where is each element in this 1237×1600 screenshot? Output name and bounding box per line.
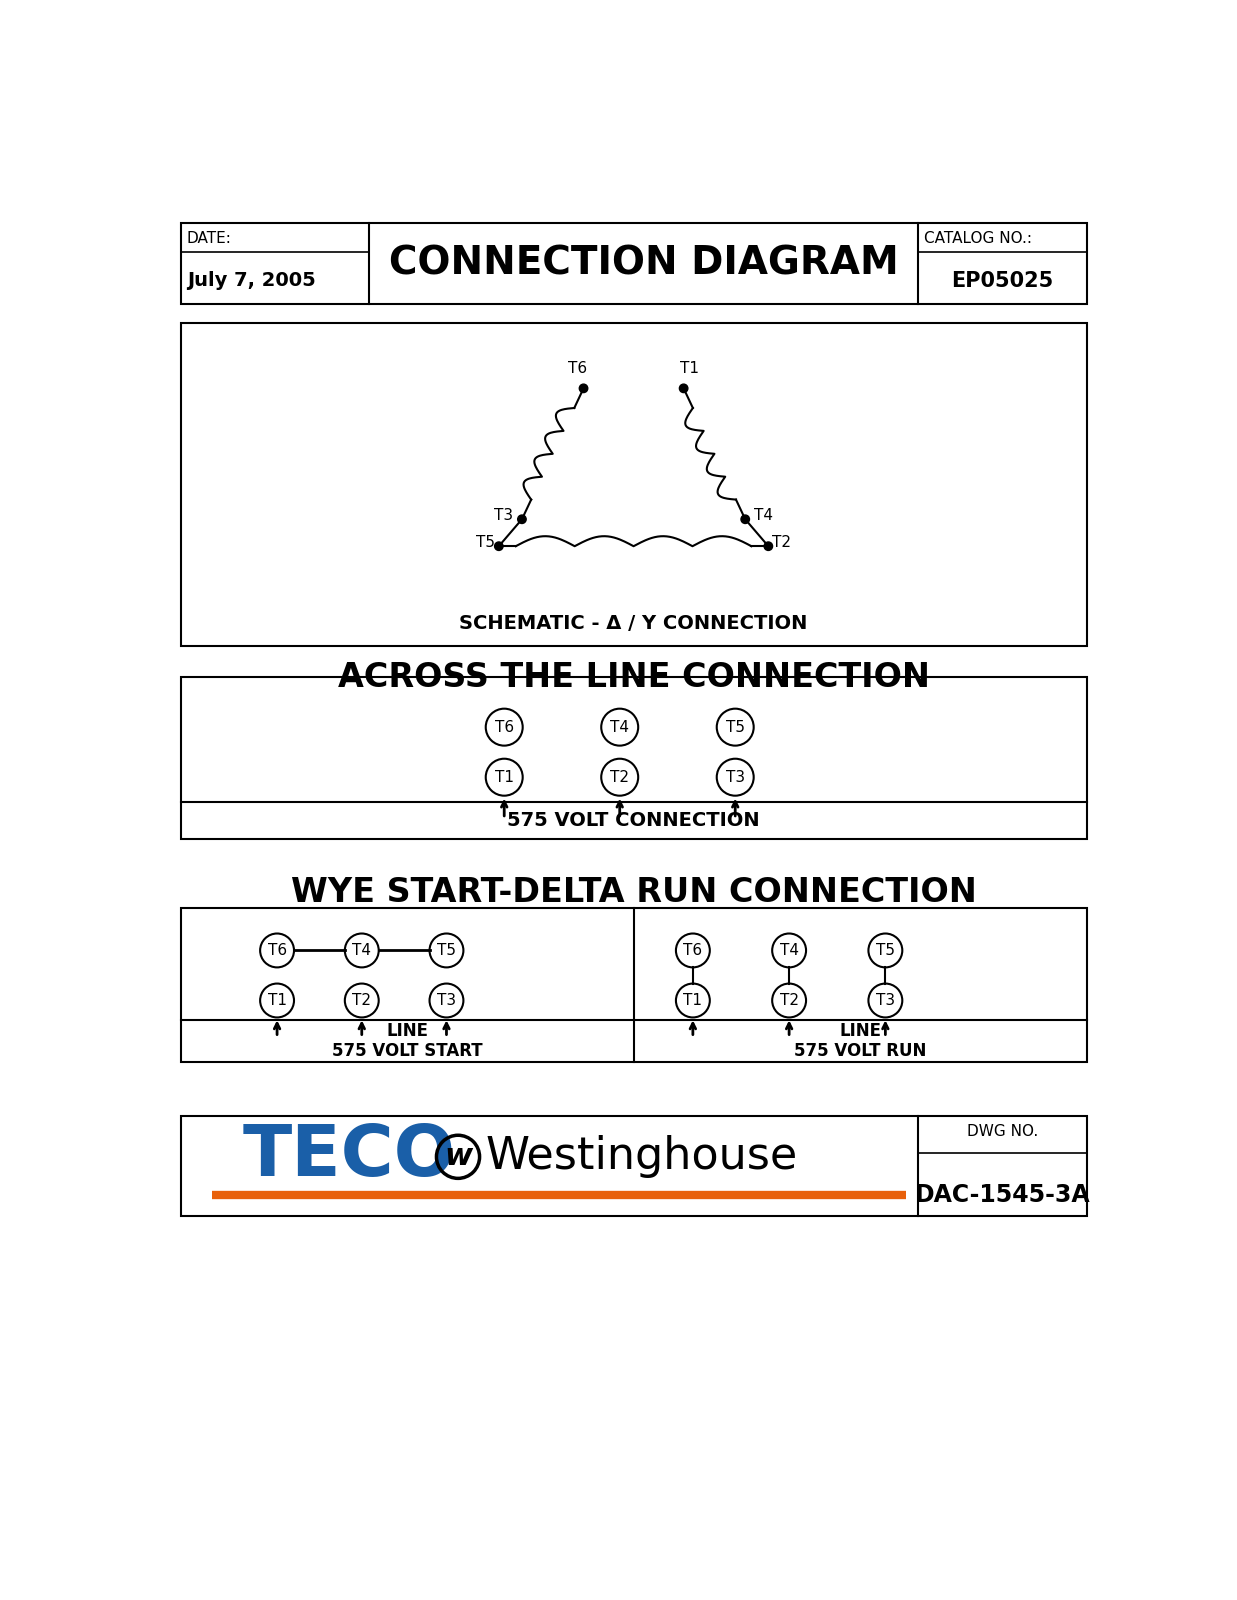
Text: CATALOG NO.:: CATALOG NO.: bbox=[924, 232, 1032, 246]
Text: T1: T1 bbox=[680, 362, 699, 376]
Text: LINE
575 VOLT RUN: LINE 575 VOLT RUN bbox=[794, 1021, 927, 1061]
Bar bbox=[181, 677, 1087, 838]
Bar bbox=[181, 323, 1087, 646]
Text: ACROSS THE LINE CONNECTION: ACROSS THE LINE CONNECTION bbox=[338, 661, 929, 694]
Circle shape bbox=[679, 384, 688, 392]
Text: T2: T2 bbox=[610, 770, 630, 784]
Text: T4: T4 bbox=[353, 942, 371, 958]
Text: 575 VOLT CONNECTION: 575 VOLT CONNECTION bbox=[507, 811, 760, 830]
Text: T5: T5 bbox=[437, 942, 456, 958]
Text: T4: T4 bbox=[755, 507, 773, 523]
Text: T2: T2 bbox=[772, 534, 792, 550]
Text: DAC-1545-3A: DAC-1545-3A bbox=[914, 1182, 1090, 1206]
Text: T3: T3 bbox=[494, 507, 512, 523]
Bar bbox=[181, 222, 1087, 304]
Circle shape bbox=[741, 515, 750, 523]
Text: DATE:: DATE: bbox=[187, 232, 231, 246]
Text: T1: T1 bbox=[267, 994, 287, 1008]
Text: T1: T1 bbox=[495, 770, 513, 784]
Text: CONNECTION DIAGRAM: CONNECTION DIAGRAM bbox=[388, 245, 898, 282]
Bar bbox=[181, 909, 1087, 1062]
Text: LINE
575 VOLT START: LINE 575 VOLT START bbox=[332, 1021, 482, 1061]
Circle shape bbox=[518, 515, 526, 523]
Text: T3: T3 bbox=[726, 770, 745, 784]
Text: T5: T5 bbox=[476, 534, 495, 550]
Text: WYE START-DELTA RUN CONNECTION: WYE START-DELTA RUN CONNECTION bbox=[291, 877, 976, 909]
Text: T6: T6 bbox=[568, 362, 586, 376]
Text: T1: T1 bbox=[683, 994, 703, 1008]
Text: T3: T3 bbox=[437, 994, 456, 1008]
Bar bbox=[181, 1117, 1087, 1216]
Text: Westinghouse: Westinghouse bbox=[486, 1136, 798, 1178]
Circle shape bbox=[579, 384, 588, 392]
Text: T4: T4 bbox=[610, 720, 630, 734]
Circle shape bbox=[764, 542, 773, 550]
Text: SCHEMATIC - Δ / Y CONNECTION: SCHEMATIC - Δ / Y CONNECTION bbox=[459, 614, 808, 632]
Text: July 7, 2005: July 7, 2005 bbox=[187, 270, 315, 290]
Text: T5: T5 bbox=[726, 720, 745, 734]
Text: T6: T6 bbox=[267, 942, 287, 958]
Text: EP05025: EP05025 bbox=[951, 270, 1054, 291]
Circle shape bbox=[495, 542, 503, 550]
Text: T6: T6 bbox=[495, 720, 513, 734]
Text: T5: T5 bbox=[876, 942, 894, 958]
Text: T3: T3 bbox=[876, 994, 894, 1008]
Text: T4: T4 bbox=[779, 942, 799, 958]
Text: w: w bbox=[444, 1142, 473, 1171]
Text: DWG NO.: DWG NO. bbox=[967, 1123, 1038, 1139]
Text: T6: T6 bbox=[683, 942, 703, 958]
Text: TECO: TECO bbox=[242, 1122, 455, 1192]
Text: T2: T2 bbox=[779, 994, 799, 1008]
Text: T2: T2 bbox=[353, 994, 371, 1008]
